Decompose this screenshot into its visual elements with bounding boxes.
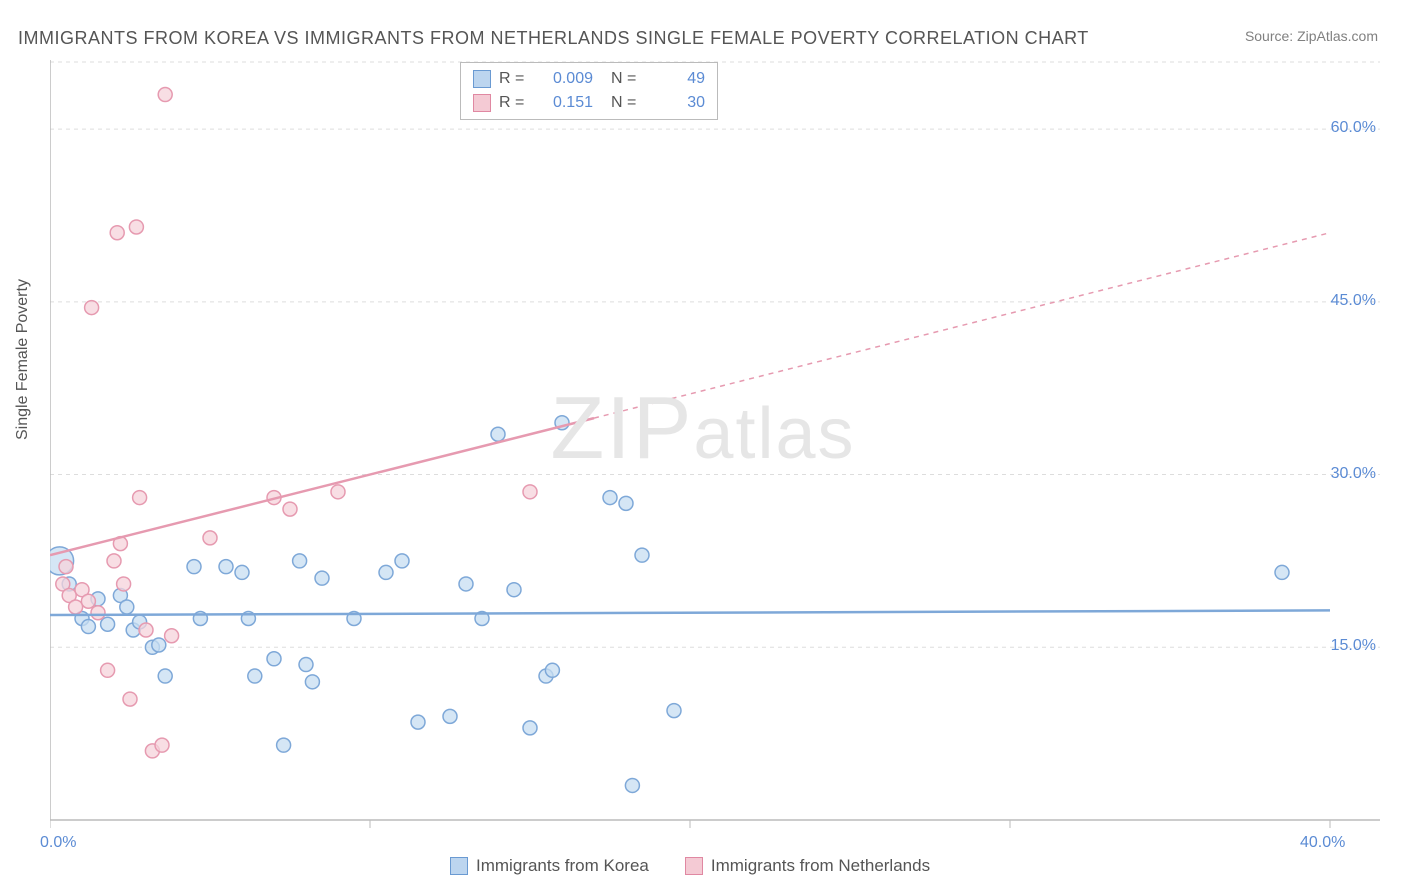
chart-title: IMMIGRANTS FROM KOREA VS IMMIGRANTS FROM… — [18, 28, 1089, 49]
legend-stat-row: R =0.151N =30 — [473, 91, 705, 115]
y-tick-label: 60.0% — [1331, 119, 1376, 137]
y-axis-label: Single Female Poverty — [14, 279, 32, 440]
legend-series-item: Immigrants from Netherlands — [685, 856, 930, 876]
x-tick-label: 40.0% — [1300, 834, 1345, 852]
legend-series: Immigrants from Korea Immigrants from Net… — [450, 856, 930, 876]
x-tick-label: 0.0% — [40, 834, 76, 852]
y-tick-label: 30.0% — [1331, 465, 1376, 483]
legend-series-item: Immigrants from Korea — [450, 856, 649, 876]
scatter-chart — [50, 60, 1380, 840]
y-tick-label: 15.0% — [1331, 637, 1376, 655]
y-tick-label: 45.0% — [1331, 292, 1376, 310]
source-text: Source: ZipAtlas.com — [1245, 28, 1378, 44]
legend-stats: R =0.009N =49R =0.151N =30 — [460, 62, 718, 120]
legend-stat-row: R =0.009N =49 — [473, 67, 705, 91]
